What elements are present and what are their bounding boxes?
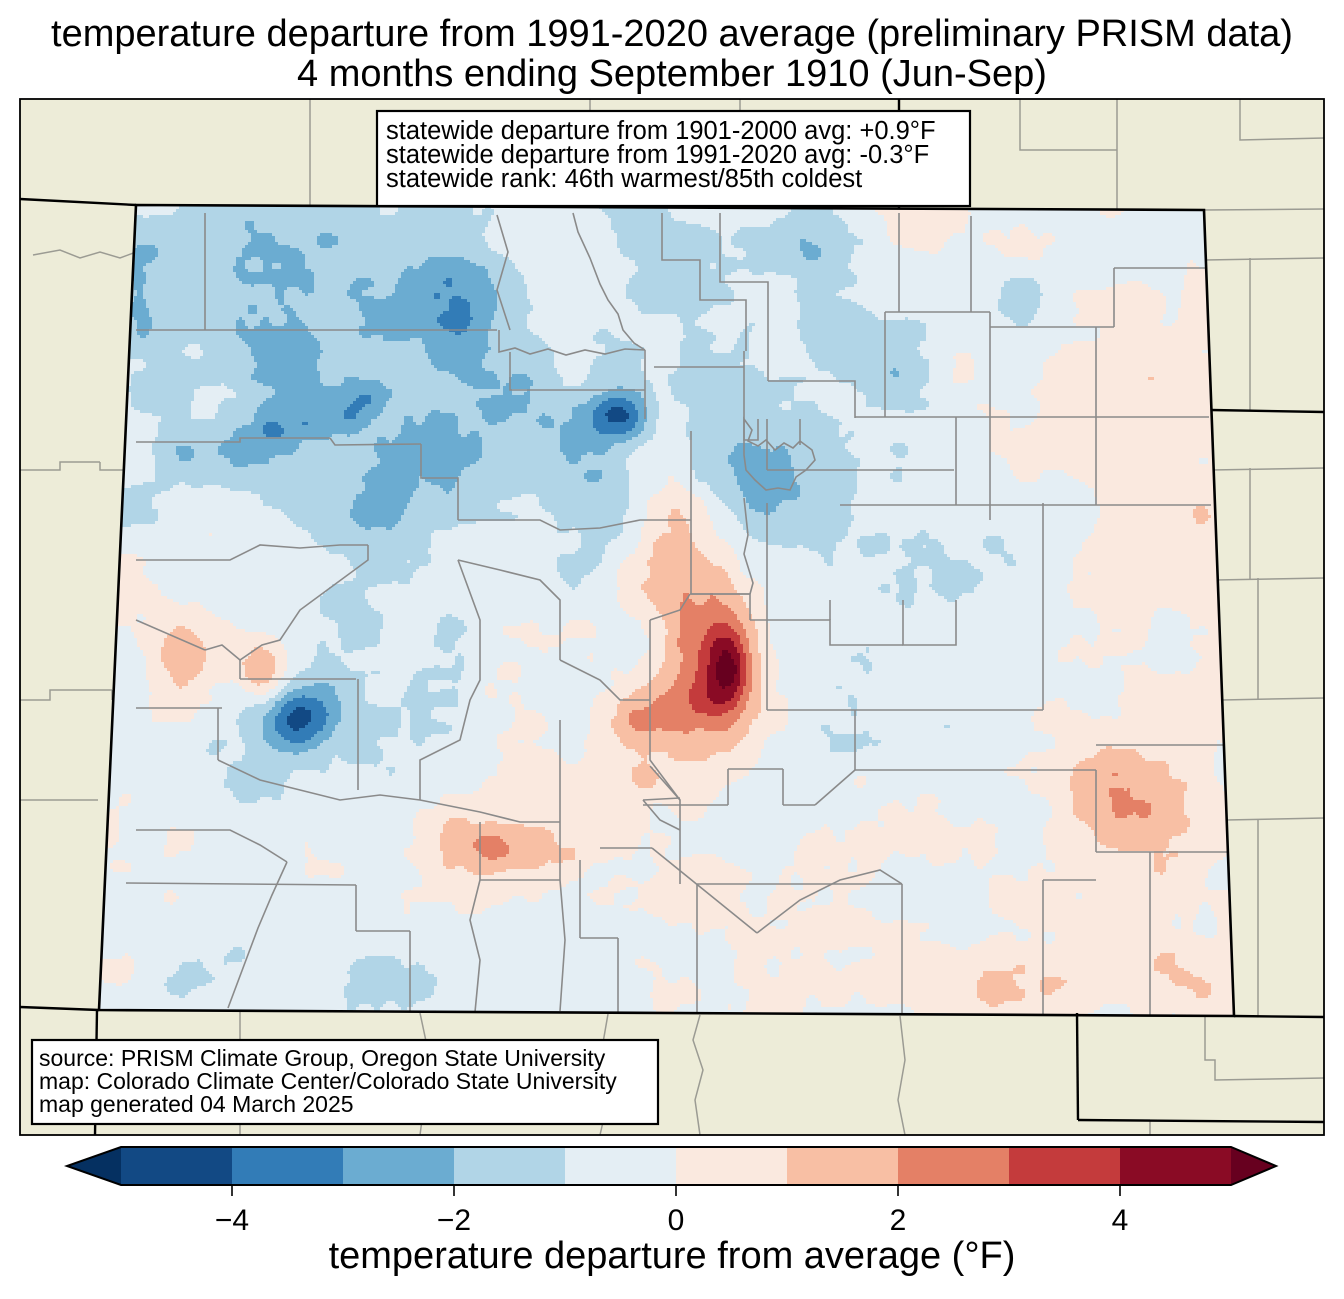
svg-text:map: Colorado Climate Center/C: map: Colorado Climate Center/Colorado St… [39,1068,617,1094]
svg-text:source: PRISM Climate Group, O: source: PRISM Climate Group, Oregon Stat… [39,1045,606,1071]
svg-text:4 months ending September 1910: 4 months ending September 1910 (Jun-Sep) [297,53,1047,95]
svg-text:map generated 04 March 2025: map generated 04 March 2025 [39,1091,354,1117]
svg-text:statewide departure from 1901-: statewide departure from 1901-2000 avg: … [386,117,936,145]
svg-text:temperature departure from 199: temperature departure from 1991-2020 ave… [51,13,1293,55]
svg-text:0: 0 [668,1204,685,1237]
svg-text:2: 2 [890,1204,907,1237]
svg-text:−4: −4 [215,1204,249,1237]
svg-text:−2: −2 [437,1204,471,1237]
svg-text:temperature departure from ave: temperature departure from average (°F) [329,1235,1016,1277]
svg-text:statewide rank: 46th warmest/8: statewide rank: 46th warmest/85th coldes… [386,165,862,193]
svg-text:statewide departure from 1991-: statewide departure from 1991-2020 avg: … [386,141,929,169]
svg-text:4: 4 [1112,1204,1129,1237]
